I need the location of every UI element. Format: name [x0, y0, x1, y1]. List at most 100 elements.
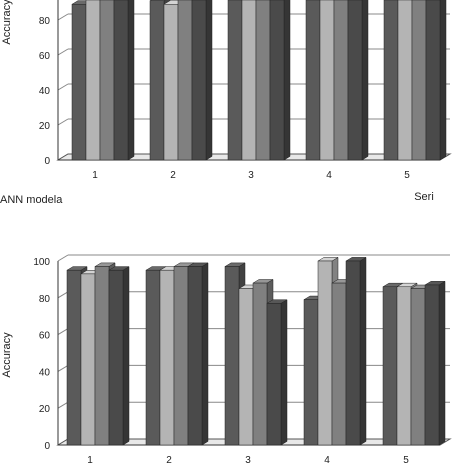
bar-front	[241, 0, 257, 161]
x-tick-label: 5	[403, 455, 409, 466]
bar	[187, 262, 209, 446]
bar-front	[227, 0, 243, 161]
bar	[347, 0, 369, 161]
x-tick-label: 4	[324, 455, 330, 466]
y-tick-label: 60	[39, 331, 51, 342]
bar-front	[347, 0, 363, 161]
x-tick-label: 3	[248, 170, 254, 181]
y-tick-label: 40	[39, 367, 51, 378]
gridline-depth	[57, 364, 69, 372]
y-tick-label: 60	[39, 51, 51, 62]
bar-front	[163, 4, 179, 161]
bar	[424, 280, 446, 446]
gridline-depth	[57, 48, 69, 56]
x-tick-label: 3	[245, 455, 251, 466]
bar-side	[201, 262, 209, 446]
bar-side	[439, 0, 447, 161]
y-tick-label: 20	[39, 404, 51, 415]
bar-front	[94, 266, 110, 446]
bar-side	[438, 280, 446, 446]
bar-front	[191, 0, 207, 161]
bar-front	[255, 0, 271, 161]
bar	[269, 0, 291, 161]
bar-front	[411, 0, 427, 161]
bar-front	[424, 284, 440, 446]
x-tick-label: 2	[170, 170, 176, 181]
bar-front	[410, 288, 426, 446]
y-tick-label: 20	[39, 121, 51, 132]
bar-front	[66, 269, 82, 446]
bar-front	[397, 0, 413, 161]
y-tick-label: 40	[39, 86, 51, 97]
x-tick-label: 1	[92, 170, 98, 181]
bar	[108, 266, 130, 446]
chart-2: 0 20 40 60 80 100 1 2 3 4 5 Accuracy	[1, 254, 452, 466]
chart-1-tick-labels: 0 20 40 60 80 1 2 3 4 5	[39, 16, 410, 181]
y-tick-label: 80	[39, 294, 51, 305]
chart-1-x-axis-label: Seri	[414, 191, 434, 203]
gridline-depth	[57, 401, 69, 409]
bar-front	[266, 303, 282, 446]
y-tick-label: 80	[39, 16, 51, 27]
bar-front	[80, 273, 96, 446]
bar-front	[177, 0, 193, 161]
bar-front	[345, 260, 361, 446]
bar	[425, 0, 447, 161]
x-tick-label: 5	[404, 170, 410, 181]
bar-front	[269, 0, 285, 161]
bar-front	[108, 269, 124, 446]
chart-1-bars	[71, 0, 447, 161]
bar-front	[238, 288, 254, 446]
x-tick-label: 4	[326, 170, 332, 181]
bar-front	[187, 266, 203, 446]
bar	[113, 0, 135, 161]
gridline-depth	[57, 328, 69, 336]
bar	[345, 256, 367, 446]
bar-front	[396, 286, 412, 446]
gridline-depth	[57, 291, 69, 299]
gridline-depth	[57, 83, 69, 91]
bar-front	[252, 282, 268, 446]
bar-side	[122, 266, 130, 446]
bar-front	[303, 299, 319, 446]
bar-side	[359, 256, 367, 446]
bar-front	[99, 0, 115, 161]
bar-front	[71, 4, 87, 161]
bar	[266, 299, 288, 446]
bar-front	[145, 269, 161, 446]
chart-1-y-axis-label: Accuracy	[1, 0, 13, 45]
gridline-depth	[57, 118, 69, 126]
chart-2-y-axis-label: Accuracy	[1, 332, 13, 378]
bar-front	[382, 286, 398, 446]
bar-side	[283, 0, 291, 161]
bar-front	[383, 0, 399, 161]
chart-2-bars	[66, 256, 446, 446]
bar-side	[280, 299, 288, 446]
y-tick-label: 0	[44, 156, 50, 167]
gridline-depth	[57, 13, 69, 21]
x-tick-label: 2	[166, 455, 172, 466]
bar-front	[113, 0, 129, 161]
bar-side	[205, 0, 213, 161]
bar-front	[425, 0, 441, 161]
x-tick-label: 1	[87, 455, 93, 466]
bar-side	[127, 0, 135, 161]
chart-1: 0 20 40 60 80 1 2 3 4 5 Accuracy Seri ANN modela	[0, 0, 452, 206]
bar-front	[305, 0, 321, 161]
bar-front	[331, 282, 347, 446]
bar-front	[173, 266, 189, 446]
bar-front	[224, 266, 240, 446]
chart-1-caption: ANN modela	[0, 194, 63, 206]
bar-side	[361, 0, 369, 161]
bar-front	[333, 0, 349, 161]
bar-front	[149, 0, 165, 161]
gridline-depth	[57, 254, 69, 262]
bar-front	[159, 269, 175, 446]
chart-2-tick-labels: 0 20 40 60 80 100 1 2 3 4 5	[33, 257, 409, 466]
y-tick-label: 0	[44, 441, 50, 452]
bar-front	[319, 0, 335, 161]
bar-front	[317, 260, 333, 446]
bar	[191, 0, 213, 161]
y-tick-label: 100	[33, 257, 50, 268]
